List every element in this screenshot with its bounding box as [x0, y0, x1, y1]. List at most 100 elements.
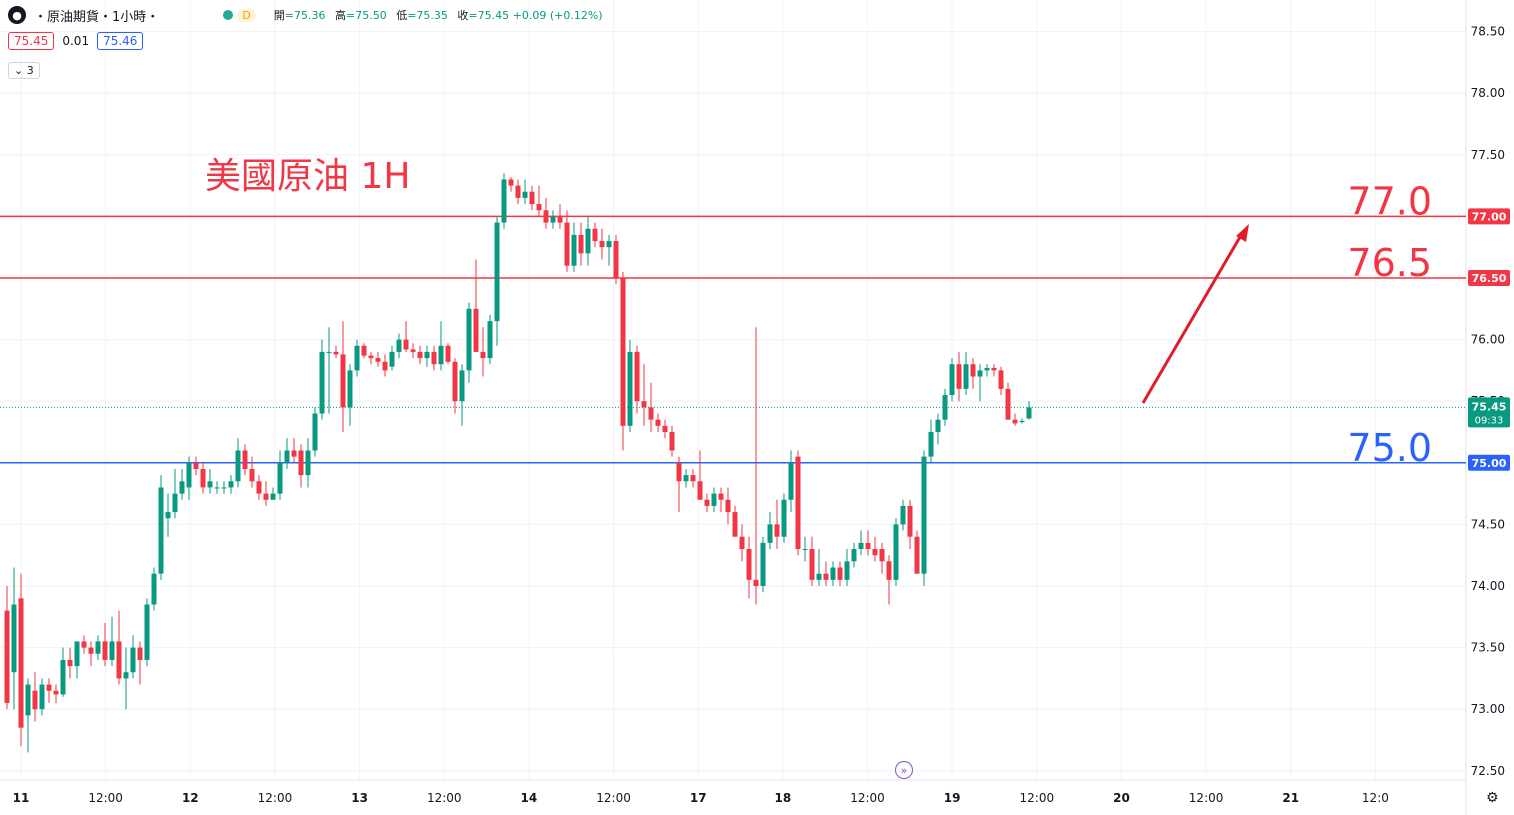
candle-body: [802, 549, 808, 551]
candle-body: [669, 432, 675, 451]
level-price-tag-text: 76.50: [1472, 272, 1507, 285]
candle-body: [305, 450, 311, 476]
high-value: =75.50: [345, 9, 387, 22]
candle-body: [529, 191, 535, 205]
x-tick-label: 12:00: [1189, 791, 1224, 805]
candle-body: [655, 419, 661, 426]
arrow-up-right-icon: [1236, 224, 1249, 242]
candle-body: [767, 524, 773, 543]
chart-annotation-title: 美國原油 1H: [205, 156, 410, 197]
candle-body: [746, 549, 752, 580]
candle-body: [53, 690, 59, 695]
x-tick-label: 18: [774, 791, 791, 805]
x-tick-label: 12:0: [1362, 791, 1389, 805]
x-tick-label: 12:00: [258, 791, 293, 805]
candle-body: [333, 351, 339, 355]
candle-body: [410, 349, 416, 352]
candle-body: [676, 462, 682, 482]
x-tick-label: 13: [351, 791, 368, 805]
candle-body: [977, 370, 983, 377]
candle-body: [718, 493, 724, 500]
candle-body: [200, 468, 206, 488]
candle-body: [662, 425, 668, 432]
candle-body: [368, 355, 374, 359]
candle-body: [879, 549, 885, 562]
last-price-tag: [1468, 397, 1510, 428]
y-tick-label: 77.50: [1471, 148, 1505, 162]
level-label-77.00: 77.0: [1347, 179, 1432, 223]
candle-body: [886, 561, 892, 580]
candle-body: [452, 361, 458, 402]
candle-body: [32, 690, 38, 710]
candle-body: [67, 659, 73, 667]
x-tick-label: 17: [690, 791, 707, 805]
y-tick-label: 73.50: [1471, 641, 1505, 655]
candle-body: [424, 351, 430, 359]
candle-body: [1019, 420, 1025, 423]
candle-body: [144, 604, 150, 660]
y-tick-label: 72.50: [1471, 764, 1505, 778]
candle-body: [753, 579, 759, 586]
candle-body: [403, 339, 409, 350]
candle-body: [95, 641, 101, 654]
candle-body: [725, 499, 731, 513]
candle-body: [340, 354, 346, 408]
candle-body: [396, 339, 402, 352]
level-label-75.00: 75.0: [1347, 426, 1432, 470]
candle-body: [179, 481, 185, 494]
candle-body: [760, 542, 766, 586]
candle-body: [438, 345, 444, 365]
candle-body: [235, 450, 241, 482]
y-tick-label: 74.00: [1471, 579, 1505, 593]
candle-body: [165, 512, 171, 519]
candle-body: [634, 351, 640, 402]
high-key: 高: [334, 9, 346, 22]
candle-body: [732, 512, 738, 537]
candle-body: [102, 641, 108, 660]
candle-body: [88, 647, 94, 654]
sell-button[interactable]: 75.45: [8, 32, 55, 50]
candle-body: [354, 345, 360, 371]
candle-body: [956, 364, 962, 389]
candle-body: [711, 493, 717, 506]
candle-body: [74, 641, 80, 667]
delayed-badge[interactable]: D: [237, 8, 256, 22]
candle-body: [60, 659, 66, 695]
candle-body: [228, 481, 234, 488]
candle-body: [606, 241, 612, 248]
candle-body: [893, 524, 899, 580]
candle-body: [284, 450, 290, 463]
candle-body: [704, 499, 710, 506]
market-status-icon[interactable]: [223, 10, 234, 20]
candle-body: [515, 185, 521, 198]
last-price-value: 75.45: [1472, 400, 1507, 413]
candle-body: [809, 549, 815, 580]
candle-body: [865, 542, 871, 550]
x-tick-label: 11: [13, 791, 30, 805]
candle-body: [158, 487, 164, 574]
candle-body: [459, 370, 465, 402]
scroll-to-realtime-icon[interactable]: »: [895, 761, 913, 779]
low-key: 低: [396, 9, 408, 22]
candle-body: [361, 345, 367, 356]
countdown-value: 09:33: [1475, 415, 1504, 426]
candle-body: [256, 481, 262, 494]
candle-body: [613, 241, 619, 278]
buy-button[interactable]: 75.46: [97, 32, 144, 50]
candle-body: [242, 450, 248, 469]
candle-body: [564, 222, 570, 266]
candle-body: [270, 493, 276, 500]
indicators-toggle[interactable]: ⌄ 3: [8, 62, 40, 79]
candle-body: [641, 401, 647, 408]
candle-body: [627, 351, 633, 426]
gear-icon[interactable]: ⚙: [1486, 790, 1499, 806]
x-tick-label: 12: [182, 791, 199, 805]
symbol-title[interactable]: ・原油期貨・1小時・: [34, 9, 160, 25]
y-tick-label: 76.00: [1471, 333, 1505, 347]
candle-body: [648, 407, 654, 420]
candle-body: [193, 462, 199, 469]
candle-body: [473, 308, 479, 352]
candle-body: [326, 351, 332, 353]
x-tick-label: 12:00: [596, 791, 631, 805]
